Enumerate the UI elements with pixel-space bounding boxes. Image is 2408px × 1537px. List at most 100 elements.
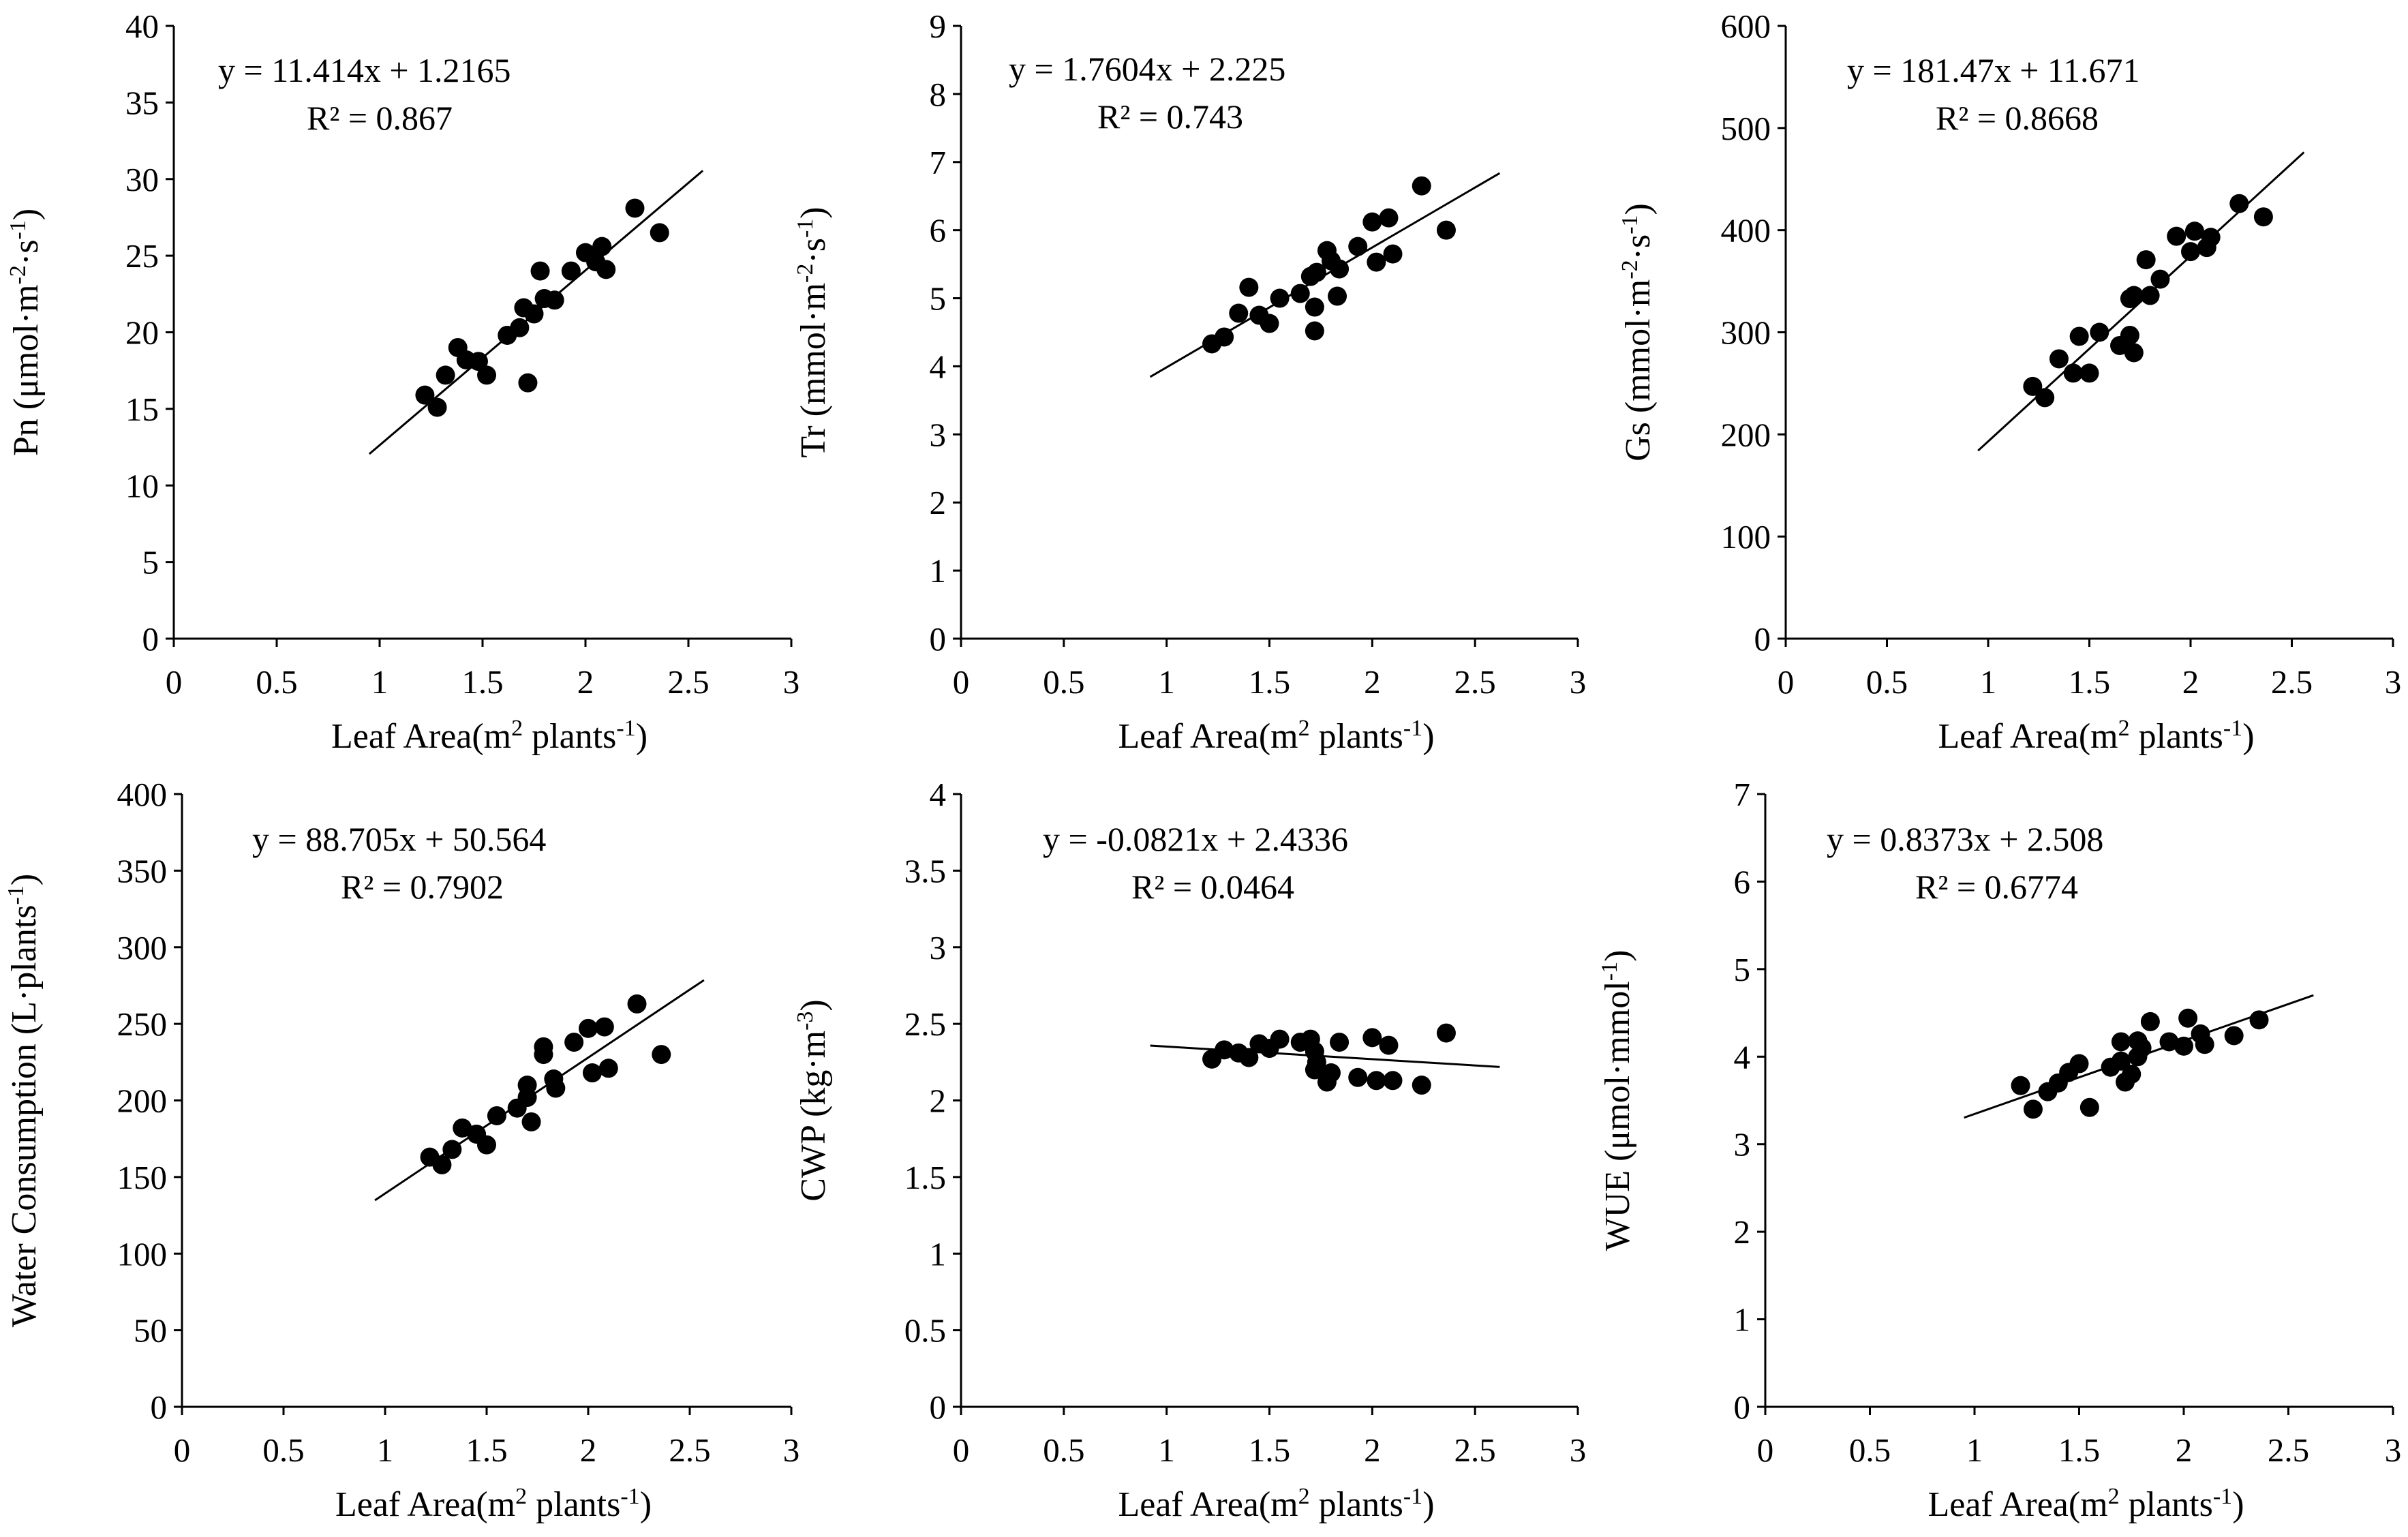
panel-1: 0 5 10 15 20 25 30 35 40 0 0.5 1 1.5 2 2.5 3 Leaf Area(m…: [5, 7, 799, 756]
y-tick-label: 400: [117, 776, 168, 813]
data-point: [2111, 1051, 2131, 1071]
data-point: [2184, 222, 2204, 241]
x-tick-label: 2.5: [669, 1431, 710, 1469]
x-axis-title: Leaf Area(m2 plants-1): [331, 716, 647, 756]
x-tick-label: 2: [1364, 1431, 1381, 1469]
data-point: [1383, 1071, 1403, 1091]
data-point: [598, 1059, 618, 1078]
y-axis-title: Pn (μmol·m-2·s-1): [5, 209, 46, 456]
y-tick-label: 2.5: [904, 1005, 946, 1043]
data-point: [561, 261, 581, 281]
y-tick-label: 3: [1734, 1126, 1751, 1163]
y-tick-label: 400: [1721, 212, 1771, 249]
panel-2: 0 1 2 3 4 5 6 7 8 9 0 0.5 1 1.5 2 2.5 3 Leaf Area(m2 plan…: [793, 7, 1586, 756]
y-tick-label: 5: [1734, 951, 1751, 988]
data-point: [2224, 1026, 2244, 1046]
data-point: [1379, 1035, 1399, 1055]
x-tick-label: 3: [783, 1431, 800, 1469]
x-tick-label: 0.5: [262, 1431, 304, 1469]
y-tick-label: 300: [1721, 314, 1771, 352]
r-squared-label: R² = 0.7902: [341, 868, 504, 906]
data-point: [1270, 1029, 1290, 1049]
r-squared-label: R² = 0.867: [307, 99, 453, 137]
x-axis-title: Leaf Area(m2 plants-1): [1118, 1484, 1434, 1524]
data-point: [2049, 349, 2069, 369]
y-tick-label: 2: [1734, 1213, 1751, 1251]
x-tick-label: 0.5: [1043, 663, 1084, 701]
x-axis-title: Leaf Area(m2 plants-1): [1938, 716, 2254, 756]
data-point: [1215, 1040, 1234, 1060]
y-tick-label: 15: [125, 391, 159, 428]
y-axis-title: WUE (μmol·mmol-1): [1597, 950, 1637, 1251]
x-tick-label: 0.5: [256, 663, 297, 701]
data-point: [436, 365, 455, 385]
y-tick-label: 350: [117, 852, 168, 889]
y-tick-label: 40: [125, 7, 159, 45]
data-point: [596, 260, 616, 279]
y-tick-label: 0: [151, 1388, 168, 1426]
regression-equation: y = -0.0821x + 2.4336: [1043, 820, 1348, 858]
data-point: [1239, 1048, 1259, 1067]
regression-equation: y = 11.414x + 1.2165: [218, 51, 511, 89]
x-tick-label: 2.5: [2271, 663, 2313, 701]
data-point: [1307, 1052, 1326, 1072]
x-tick-label: 3: [2385, 663, 2402, 701]
x-tick-label: 0.5: [1043, 1431, 1084, 1469]
data-point: [2249, 1010, 2269, 1030]
data-point: [1328, 286, 1347, 306]
y-tick-label: 2: [930, 1082, 947, 1120]
y-tick-label: 300: [117, 929, 168, 967]
data-point: [2124, 343, 2144, 363]
y-tick-label: 1.5: [904, 1159, 946, 1196]
x-tick-label: 1: [1980, 663, 1997, 701]
data-point: [579, 1018, 598, 1038]
y-tick-label: 600: [1721, 7, 1771, 45]
data-point: [1367, 252, 1386, 272]
data-point: [2122, 1064, 2142, 1084]
y-tick-label: 4: [930, 776, 947, 813]
x-tick-label: 2: [577, 663, 594, 701]
data-point: [468, 352, 488, 371]
x-tick-label: 1.5: [1249, 1431, 1290, 1469]
trend-line: [1150, 1044, 1500, 1068]
x-tick-label: 1.5: [2058, 1431, 2100, 1469]
data-point: [1362, 1028, 1382, 1048]
y-tick-label: 0: [1754, 620, 1771, 658]
y-tick-label: 7: [1734, 776, 1751, 813]
y-tick-label: 3: [930, 929, 947, 967]
y-tick-label: 200: [1721, 416, 1771, 453]
y-axis-title: CWP (kg·m-3): [793, 999, 833, 1202]
data-point: [1270, 288, 1290, 308]
x-tick-label: 2: [2176, 1431, 2193, 1469]
data-point: [487, 1106, 506, 1125]
y-tick-label: 1: [930, 1235, 947, 1273]
data-point: [2023, 376, 2043, 396]
data-point: [2140, 286, 2160, 305]
data-point: [1215, 327, 1234, 347]
y-tick-label: 0.5: [904, 1312, 946, 1350]
data-point: [2111, 1032, 2131, 1052]
x-tick-label: 1.5: [2069, 663, 2110, 701]
data-point: [415, 385, 435, 405]
x-tick-label: 1: [1966, 1431, 1983, 1469]
regression-equation: y = 0.8373x + 2.508: [1827, 820, 2103, 858]
data-point: [2159, 1032, 2179, 1052]
data-point: [594, 1017, 614, 1037]
data-point: [453, 1118, 472, 1138]
data-point: [2090, 322, 2109, 342]
data-point: [2140, 1011, 2160, 1031]
data-point: [1348, 237, 1368, 256]
y-tick-label: 35: [125, 84, 159, 121]
x-axis-title: Leaf Area(m2 plants-1): [1927, 1484, 2244, 1524]
data-point: [477, 365, 497, 385]
x-tick-label: 1: [377, 1431, 394, 1469]
data-point: [477, 1135, 496, 1155]
data-point: [652, 1045, 671, 1065]
data-point: [2150, 269, 2170, 289]
y-axis-title: Water Consumption (L·plants-1): [3, 874, 44, 1327]
data-point: [2174, 1036, 2193, 1056]
data-point: [2195, 1035, 2214, 1054]
data-point: [2178, 1008, 2198, 1028]
data-point: [2167, 226, 2186, 246]
